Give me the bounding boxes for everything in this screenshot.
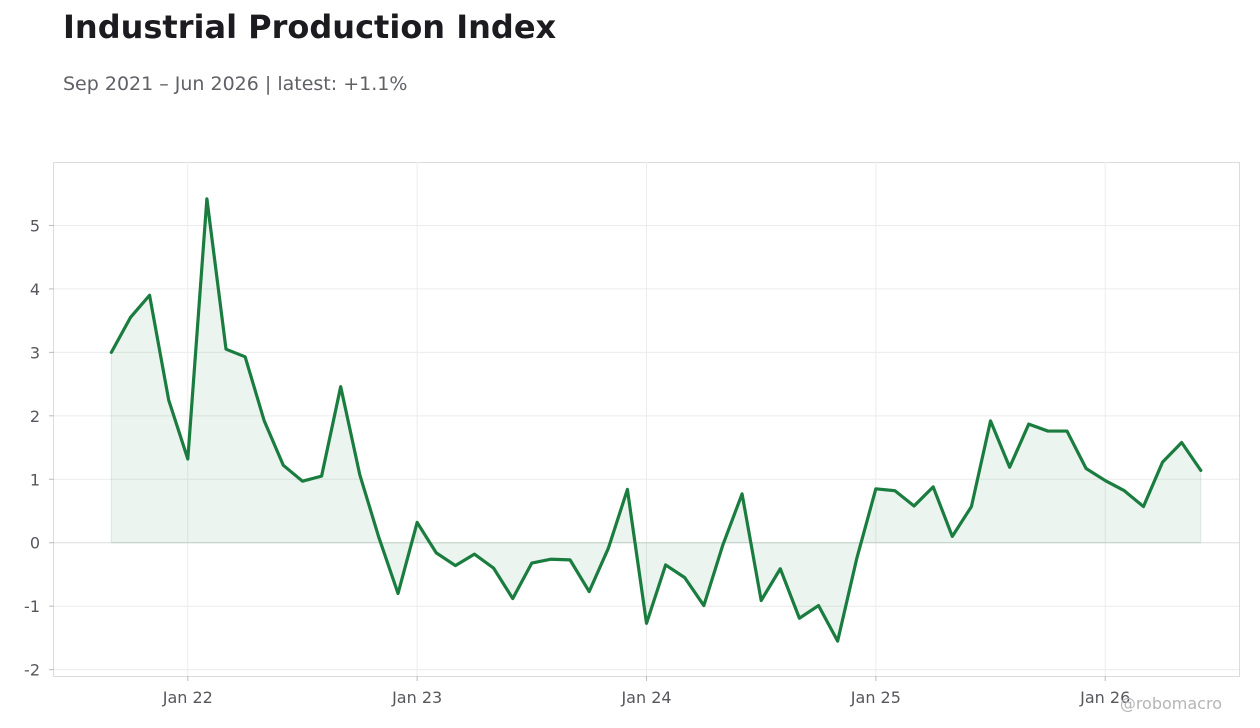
grid-lines — [54, 162, 1239, 676]
x-tick-label: Jan 22 — [162, 688, 213, 707]
x-tick-label: Jan 25 — [850, 688, 901, 707]
x-axis-ticks: Jan 22 Jan 23 Jan 24 Jan 25 Jan 26 — [162, 676, 1130, 707]
y-tick-label: 2 — [30, 407, 40, 426]
y-tick-label: -2 — [24, 661, 40, 680]
y-axis-ticks: -2 -1 0 1 2 3 4 5 — [24, 216, 54, 680]
series-line — [109, 197, 1203, 643]
chart-title: Industrial Production Index — [63, 8, 557, 46]
area-layer — [110, 198, 1202, 643]
line-layer — [109, 197, 1203, 643]
y-tick-label: 0 — [30, 534, 40, 553]
series-area — [110, 198, 1202, 643]
y-tick-label: -1 — [24, 597, 40, 616]
y-tick-label: 1 — [30, 470, 40, 489]
y-tick-label: 5 — [30, 216, 40, 235]
x-tick-label: Jan 26 — [1079, 688, 1130, 707]
y-tick-label: 3 — [30, 343, 40, 362]
y-tick-label: 4 — [30, 280, 40, 299]
x-tick-label: Jan 23 — [391, 688, 442, 707]
watermark: @robomacro — [1119, 694, 1222, 713]
chart-subtitle: Sep 2021 – Jun 2026 | latest: +1.1% — [63, 73, 408, 95]
x-tick-label: Jan 24 — [620, 688, 671, 707]
